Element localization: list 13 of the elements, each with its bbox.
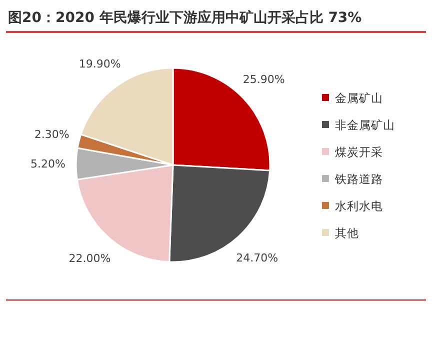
legend-label: 煤炭开采 xyxy=(335,145,383,160)
data-label: 5.20% xyxy=(30,157,66,170)
legend-label: 铁路道路 xyxy=(334,172,383,186)
legend-label: 其他 xyxy=(335,226,359,240)
legend-label: 金属矿山 xyxy=(335,91,383,106)
legend-label: 水利水电 xyxy=(335,199,383,214)
data-label: 22.00% xyxy=(68,252,111,266)
legend-label: 非金属矿山 xyxy=(335,118,395,132)
data-label: 24.70% xyxy=(236,251,278,264)
data-label: 2.30% xyxy=(34,128,70,142)
chart-title: 图20：2020 年民爆行业下游应用中矿山开采占比 73% xyxy=(8,9,362,26)
data-label: 19.90% xyxy=(78,57,121,70)
data-label: 25.90% xyxy=(242,72,285,86)
